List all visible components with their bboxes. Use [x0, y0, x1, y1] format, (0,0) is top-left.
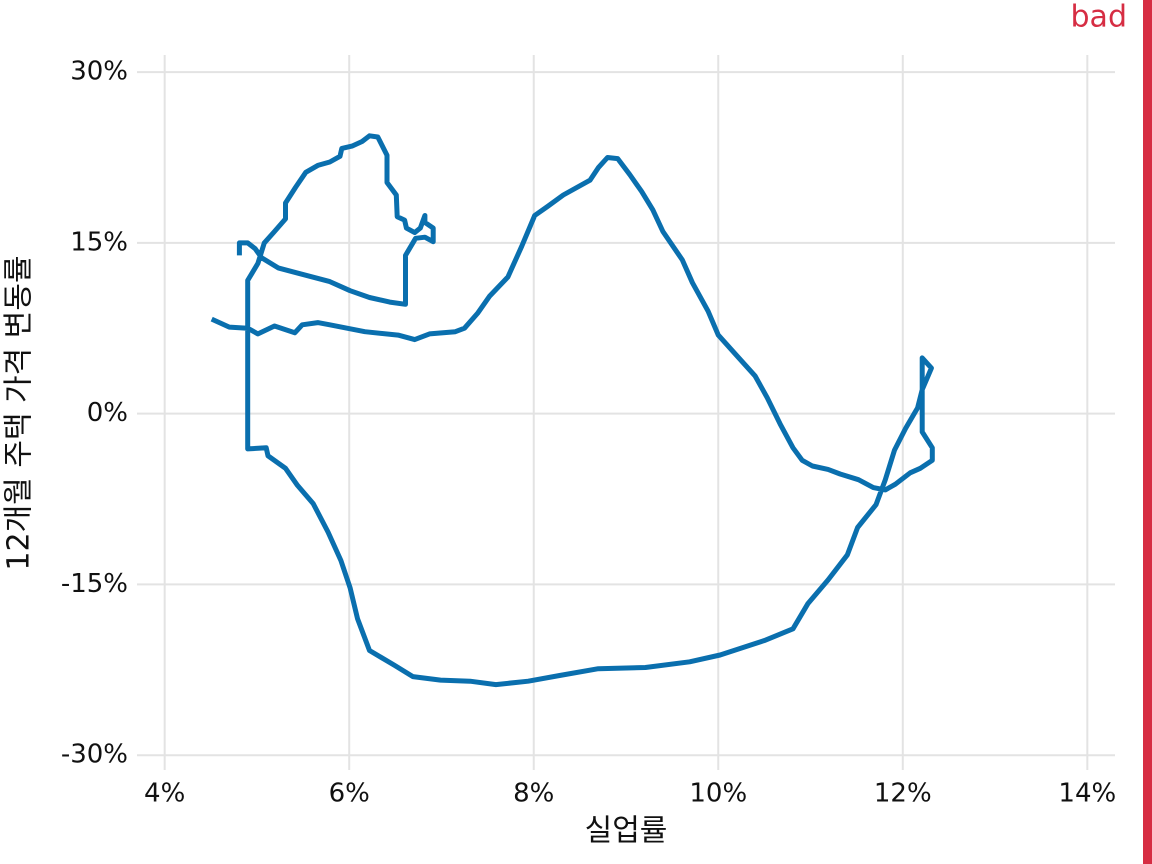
x-axis-title: 실업률 — [585, 814, 668, 849]
x-tick-label: 14% — [1058, 779, 1116, 809]
y-axis-title: 12개월 주택 가격 변동률 — [2, 255, 37, 570]
x-tick-label: 6% — [329, 779, 370, 809]
data-path — [210, 133, 935, 688]
x-tick-label: 4% — [144, 779, 185, 809]
y-tick-label: 15% — [70, 227, 128, 257]
y-tick-label: 30% — [70, 57, 128, 87]
x-tick-label: 8% — [513, 779, 554, 809]
x-tick-label: 12% — [874, 779, 932, 809]
x-tick-label: 10% — [689, 779, 747, 809]
annotation: bad — [1071, 0, 1127, 35]
y-tick-label: 0% — [87, 398, 128, 428]
y-tick-label: -15% — [61, 569, 128, 599]
annotation-bar — [1143, 0, 1152, 864]
y-tick-label: -30% — [61, 740, 128, 770]
